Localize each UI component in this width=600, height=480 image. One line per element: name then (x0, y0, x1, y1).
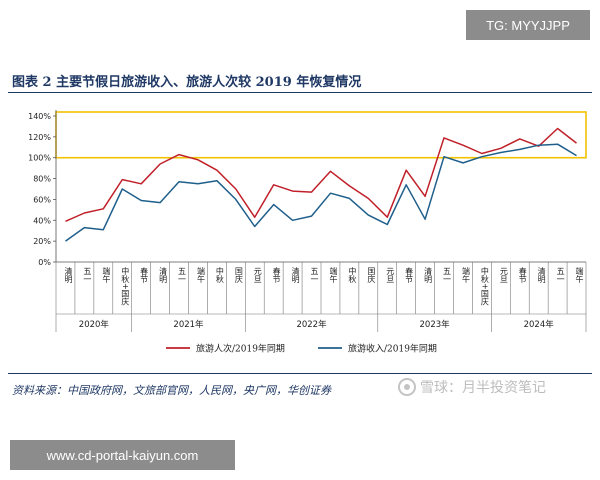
x-tick-label: 中秋 (215, 266, 224, 284)
x-tick-label: 春节 (518, 266, 527, 284)
figure-title: 图表 2 主要节假日旅游收入、旅游人次较 2019 年恢复情况 (12, 75, 362, 90)
x-tick-label: 清明 (159, 266, 168, 284)
x-tick-label: 五一 (178, 267, 187, 283)
x-tick-label: 端午 (102, 266, 111, 284)
x-tick-label: 五一 (310, 267, 319, 283)
x-tick-label: 元旦 (499, 267, 508, 283)
series-line-revenue (65, 143, 577, 242)
legend-label: 旅游人次/2019年同期 (196, 343, 285, 355)
url-badge: www.cd-portal-kaiyun.com (10, 440, 235, 470)
y-tick-label: 100% (28, 154, 51, 163)
watermark-badge-top: TG: MYYJJPP (466, 10, 590, 40)
x-tick-label: 国庆 (234, 267, 243, 284)
line-chart: 0%20%40%60%80%100%120%140%清明 五一 端午 中秋+国庆 春节清… (28, 110, 587, 355)
x-tick-label: 中秋+国庆 (121, 266, 130, 307)
x-tick-label: 五一 (443, 267, 452, 283)
source-divider (8, 373, 592, 374)
source-note: 资料来源：中国政府网，文旅部官网，人民网，央广网，华创证券 (12, 384, 331, 397)
x-tick-label: 端午 (196, 266, 205, 284)
y-tick-label: 0% (38, 258, 51, 267)
watermark-text: 雪球：月半投资笔记 (420, 380, 546, 396)
platform-watermark: 雪球：月半投资笔记 (398, 377, 546, 397)
y-tick-label: 20% (33, 237, 51, 246)
x-tick-label: 春节 (405, 266, 414, 284)
x-tick-label: 清明 (291, 266, 300, 284)
y-tick-label: 140% (28, 112, 51, 121)
x-tick-label: 元旦 (386, 267, 395, 283)
x-tick-label: 清明 (537, 266, 546, 284)
year-label: 2020年 (79, 319, 110, 330)
legend-label: 旅游收入/2019年同期 (348, 343, 437, 355)
x-tick-label: 端午 (461, 266, 470, 284)
x-tick-label: 元旦 (253, 267, 262, 283)
y-tick-label: 40% (33, 216, 51, 225)
y-tick-label: 80% (33, 175, 51, 184)
x-tick-label: 端午 (575, 266, 584, 284)
snowball-logo-icon (398, 378, 416, 396)
x-tick-label: 国庆 (367, 267, 376, 284)
x-tick-label: 端午 (329, 266, 338, 284)
y-tick-label: 60% (33, 195, 51, 204)
series-line-visitors (65, 127, 577, 222)
year-label: 2021年 (173, 319, 204, 330)
title-divider (8, 92, 592, 93)
x-tick-label: 春节 (140, 266, 149, 284)
x-tick-label: 中秋+国庆 (480, 266, 489, 307)
x-tick-label: 清明 (424, 266, 433, 284)
y-tick-label: 120% (28, 133, 51, 142)
x-tick-label: 中秋 (348, 266, 357, 284)
x-tick-label: 五一 (83, 267, 92, 283)
year-label: 2024年 (524, 319, 555, 330)
year-label: 2022年 (296, 319, 327, 330)
x-tick-label: 春节 (272, 266, 281, 284)
x-tick-label: 清明 (64, 266, 73, 284)
year-label: 2023年 (420, 319, 451, 330)
x-tick-label: 五一 (556, 267, 565, 283)
